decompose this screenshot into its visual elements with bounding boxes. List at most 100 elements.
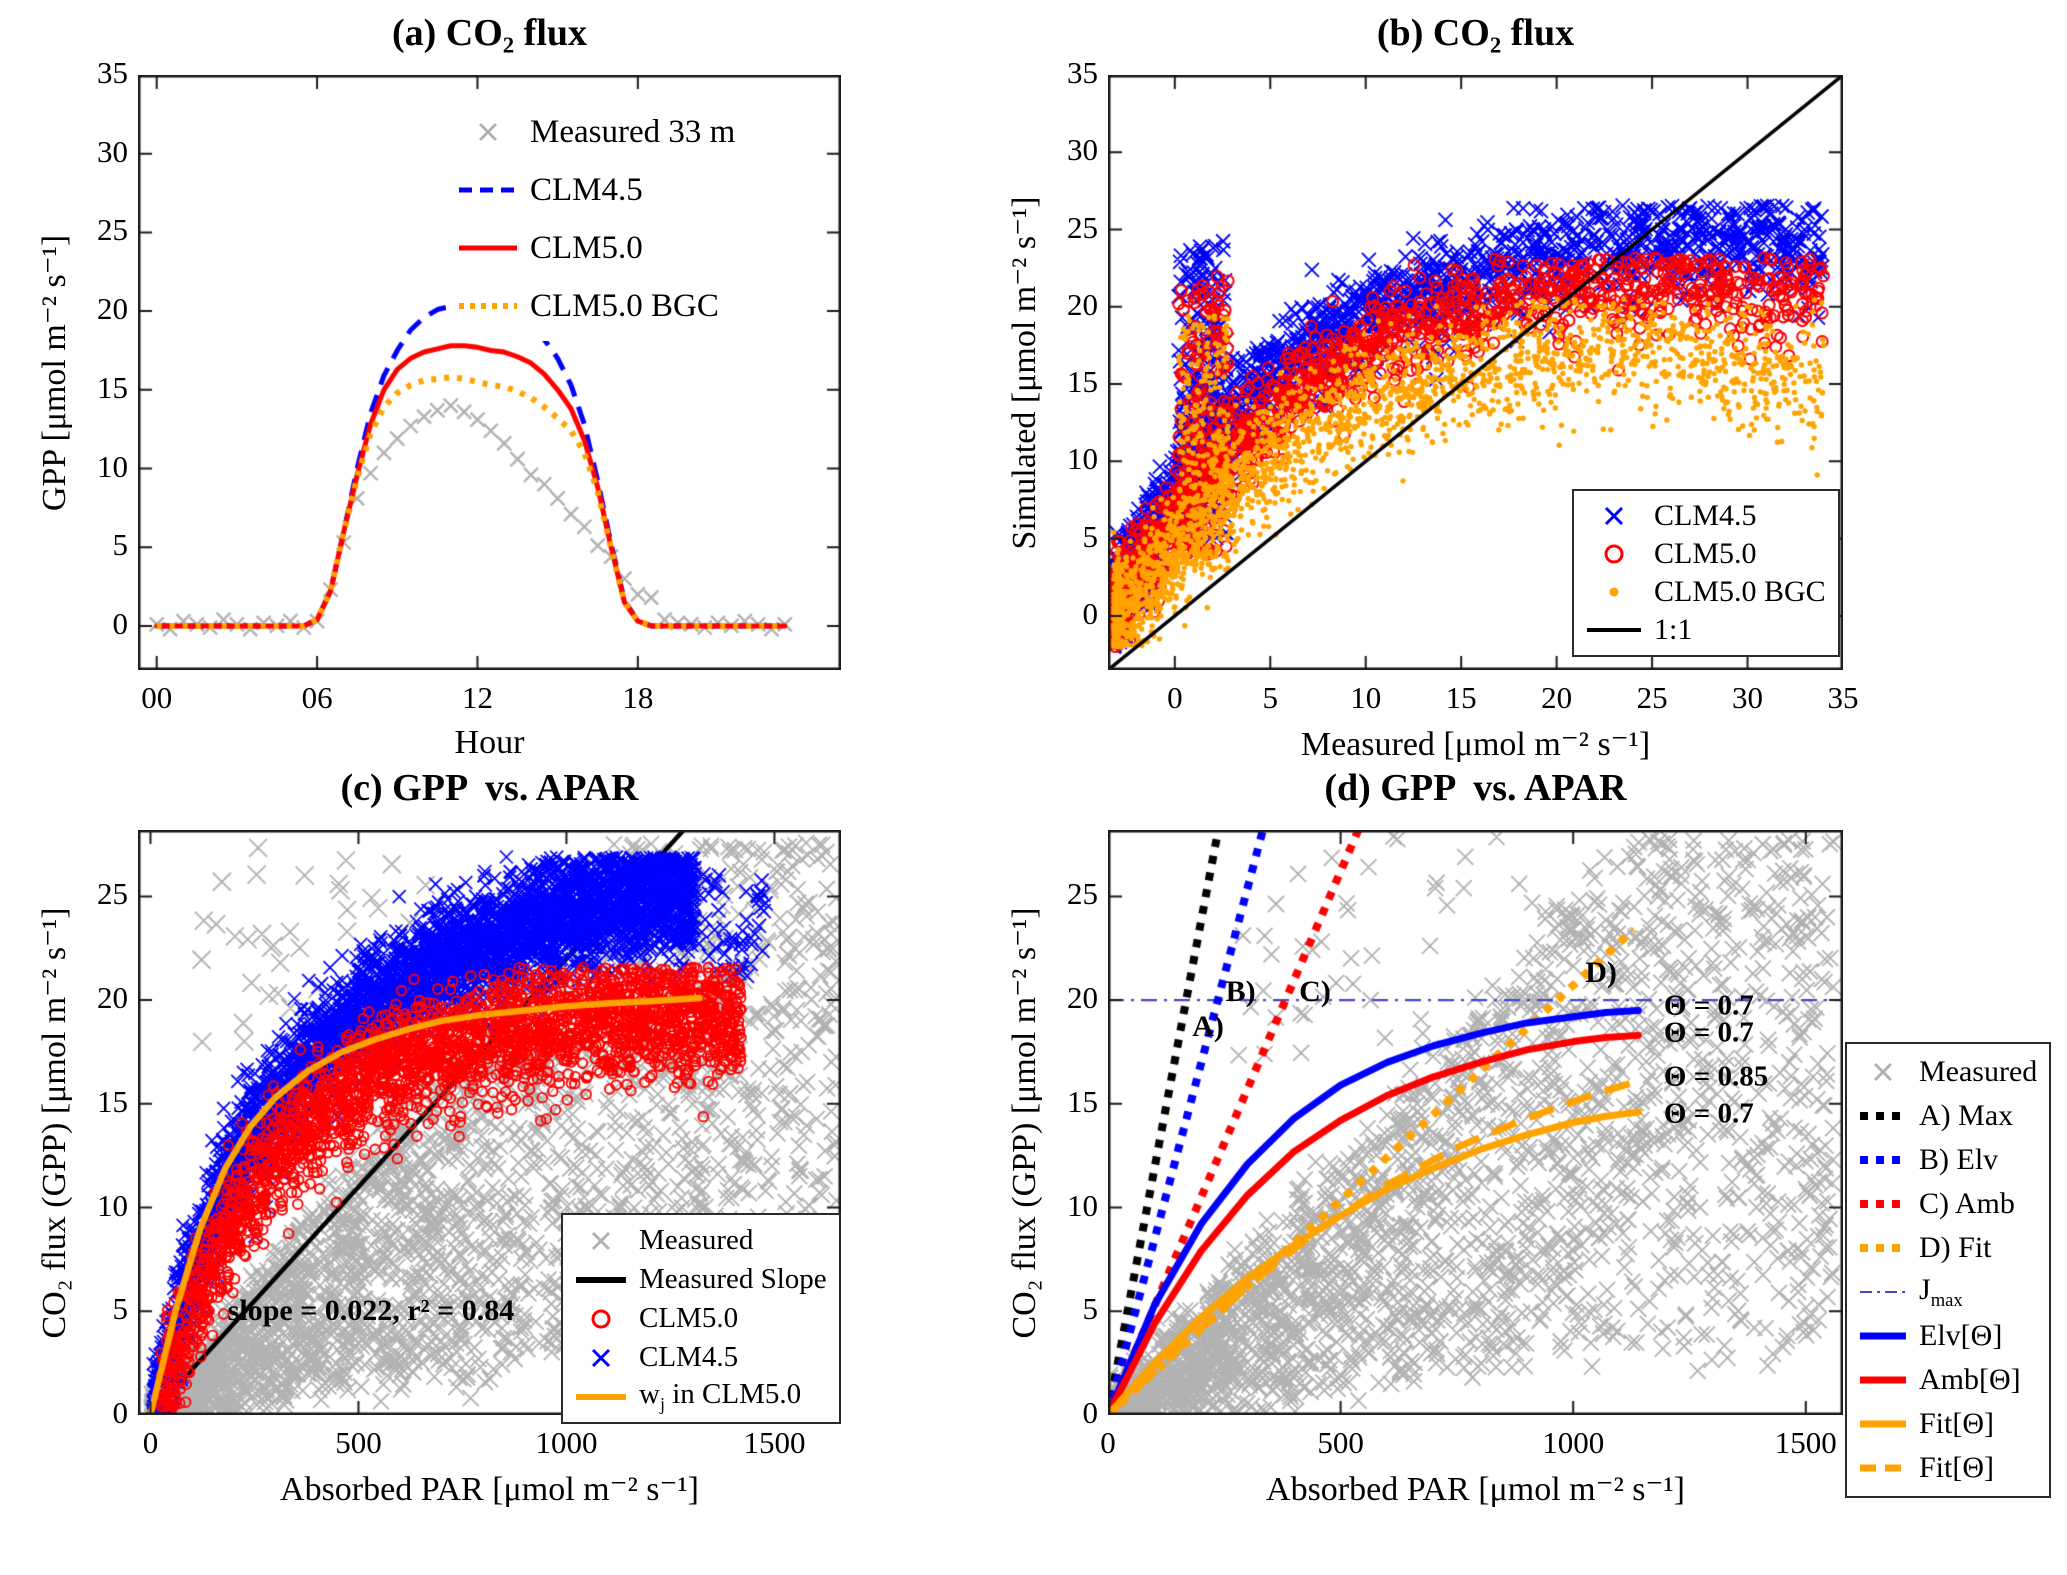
legend-item-clm5-0: CLM5.0 — [1586, 535, 1826, 573]
panel-d-y-tick-label: 20 — [1067, 980, 1098, 1016]
panel-d-legend: Measured A) Max B) Elv C) Amb D) Fit Jmax Elv[… — [1845, 1042, 2052, 1498]
panel-b-y-tick-label: 35 — [1067, 55, 1098, 90]
panel-d-y-tick-label: 5 — [1082, 1291, 1099, 1327]
panel-a-y-tick-label: 5 — [112, 527, 129, 563]
legend-item-a-max: A) Max — [1859, 1094, 2037, 1138]
legend-label: Elv[Θ] — [1919, 1319, 2003, 1352]
panel-d-annotation: D) — [1585, 956, 1617, 990]
legend-label: D) Fit — [1919, 1231, 1992, 1264]
line-sample-icon — [1860, 1464, 1906, 1472]
legend-item-clm5-0-bgc: CLM5.0 BGC — [1586, 573, 1826, 611]
line-sample-icon — [1587, 628, 1641, 632]
panel-a-x-tick-label: 18 — [622, 680, 654, 715]
dot-marker-icon — [1609, 587, 1619, 597]
panel-b-y-tick-label: 10 — [1067, 441, 1098, 477]
line-sample-icon — [1860, 1156, 1906, 1164]
line-sample-icon — [1860, 1244, 1906, 1252]
line-sample-icon — [1860, 1112, 1906, 1120]
legend-label: wj in CLM5.0 — [639, 1378, 802, 1414]
panel-d-annotation: Θ = 0.7 — [1663, 989, 1754, 1022]
panel-d-annotation: Θ = 0.7 — [1663, 1097, 1754, 1130]
panel-c-y-tick-label: 15 — [97, 1083, 128, 1119]
legend-item-measured: Measured — [575, 1221, 827, 1260]
panel-a-y-tick-label: 15 — [97, 369, 128, 405]
panel-c-x-tick-label: 1000 — [535, 1425, 598, 1460]
legend-label: Fit[Θ] — [1919, 1407, 1994, 1440]
legend-item-c-amb: C) Amb — [1859, 1182, 2037, 1226]
panel-b-y-tick-label: 5 — [1082, 518, 1099, 554]
panel-c-x-tick-label: 0 — [142, 1425, 159, 1460]
panel-c-annotation: slope = 0.022, r² = 0.84 — [227, 1294, 515, 1328]
panel-d-gpp-vs-apar-curves: (d) GPP vs. APAR CO₂ flux (GPP) [μmol m⁻… — [1006, 767, 2052, 1508]
legend-item-measured-33-m: Measured 33 m — [458, 103, 735, 161]
legend-item-clm5-0: CLM5.0 — [458, 219, 735, 277]
panel-d-plot-canvas — [1108, 830, 1843, 1415]
panel-b-y-tick-label: 15 — [1067, 364, 1098, 400]
circle-marker-icon — [591, 1309, 611, 1328]
legend-label: CLM5.0 — [530, 229, 643, 266]
x-marker-icon — [1604, 506, 1624, 526]
legend-item-clm5-0: CLM5.0 — [575, 1299, 827, 1338]
legend-label: C) Amb — [1919, 1187, 2015, 1220]
panel-a-y-tick-label: 25 — [97, 212, 128, 248]
panel-d-x-tick-label: 1000 — [1542, 1425, 1605, 1460]
legend-label: CLM4.5 — [1654, 499, 1757, 532]
legend-label: CLM5.0 BGC — [1654, 575, 1826, 608]
legend-label: Amb[Θ] — [1919, 1363, 2021, 1396]
legend-label: CLM4.5 — [530, 171, 643, 208]
panel-b-x-tick-label: 35 — [1827, 680, 1859, 715]
line-sample-icon — [459, 245, 517, 251]
panel-a-x-axis-label: Hour — [454, 724, 525, 761]
panel-c-y-tick-label: 0 — [112, 1395, 129, 1430]
panel-a-x-tick-label: 06 — [301, 680, 333, 715]
panel-c-y-axis-label: CO₂ flux (GPP) [μmol m⁻² s⁻¹] — [36, 906, 73, 1339]
panel-b-x-tick-label: 25 — [1636, 680, 1668, 715]
legend-label: Fit[Θ] — [1919, 1451, 1994, 1484]
panel-a-legend: Measured 33 m CLM4.5 CLM5.0 CLM5.0 BGC — [446, 97, 748, 341]
legend-item-d-fit: D) Fit — [1859, 1226, 2037, 1270]
panel-b-legend: CLM4.5 CLM5.0 CLM5.0 BGC 1:1 — [1572, 489, 1840, 657]
panel-c-legend: Measured Measured Slope CLM5.0 CLM4.5 wj in … — [561, 1213, 841, 1424]
line-sample-icon — [1860, 1332, 1906, 1340]
legend-item-clm5-0-bgc: CLM5.0 BGC — [458, 277, 735, 335]
panel-d-annotation: B) — [1225, 974, 1256, 1008]
panel-c-x-tick-label: 1500 — [743, 1425, 806, 1460]
circle-marker-icon — [1604, 544, 1624, 564]
x-marker-icon — [591, 1348, 611, 1367]
line-sample-icon — [1860, 1420, 1906, 1428]
legend-item-fit-: Fit[Θ] — [1859, 1402, 2037, 1446]
legend-item-entry: Jmax — [1859, 1270, 2037, 1314]
panel-c-y-tick-label: 20 — [97, 980, 128, 1016]
legend-item-clm4-5: CLM4.5 — [575, 1338, 827, 1377]
panel-b-y-tick-label: 20 — [1067, 286, 1098, 322]
panel-c-gpp-vs-apar: (c) GPP vs. APAR CO₂ flux (GPP) [μmol m⁻… — [36, 767, 841, 1508]
legend-item-amb-: Amb[Θ] — [1859, 1358, 2037, 1402]
panel-d-annotation: Θ = 0.7 — [1663, 1016, 1754, 1049]
panel-c-x-tick-label: 500 — [335, 1425, 382, 1460]
panel-d-y-tick-label: 25 — [1067, 876, 1098, 912]
legend-label: Measured — [639, 1224, 754, 1256]
panel-d-x-tick-label: 500 — [1317, 1425, 1364, 1460]
legend-item-entry: wj in CLM5.0 — [575, 1377, 827, 1416]
legend-label: A) Max — [1919, 1099, 2014, 1132]
panel-b-y-tick-label: 0 — [1082, 595, 1099, 631]
panel-b-x-axis-label: Measured [μmol m⁻² s⁻¹] — [1300, 726, 1651, 763]
panel-b-x-tick-label: 10 — [1350, 680, 1382, 715]
legend-label: CLM4.5 — [639, 1341, 739, 1373]
line-sample-icon — [459, 187, 517, 193]
legend-item-measured-slope: Measured Slope — [575, 1260, 827, 1299]
line-sample-icon — [576, 1276, 626, 1283]
panel-c-title: (c) GPP vs. APAR — [340, 767, 639, 809]
line-sample-icon — [576, 1393, 626, 1400]
panel-d-y-axis-label: CO₂ flux (GPP) [μmol m⁻² s⁻¹] — [1006, 906, 1043, 1339]
legend-item-clm4-5: CLM4.5 — [458, 161, 735, 219]
panel-d-annotation: C) — [1299, 974, 1331, 1008]
legend-label: 1:1 — [1654, 613, 1693, 646]
legend-item-measured: Measured — [1859, 1050, 2037, 1094]
panel-a-y-tick-label: 35 — [97, 55, 128, 90]
panel-b-x-tick-label: 15 — [1445, 680, 1477, 715]
panel-b-x-tick-label: 0 — [1167, 680, 1183, 715]
panel-d-y-tick-label: 0 — [1082, 1395, 1099, 1430]
panel-b-x-tick-label: 5 — [1262, 680, 1279, 715]
